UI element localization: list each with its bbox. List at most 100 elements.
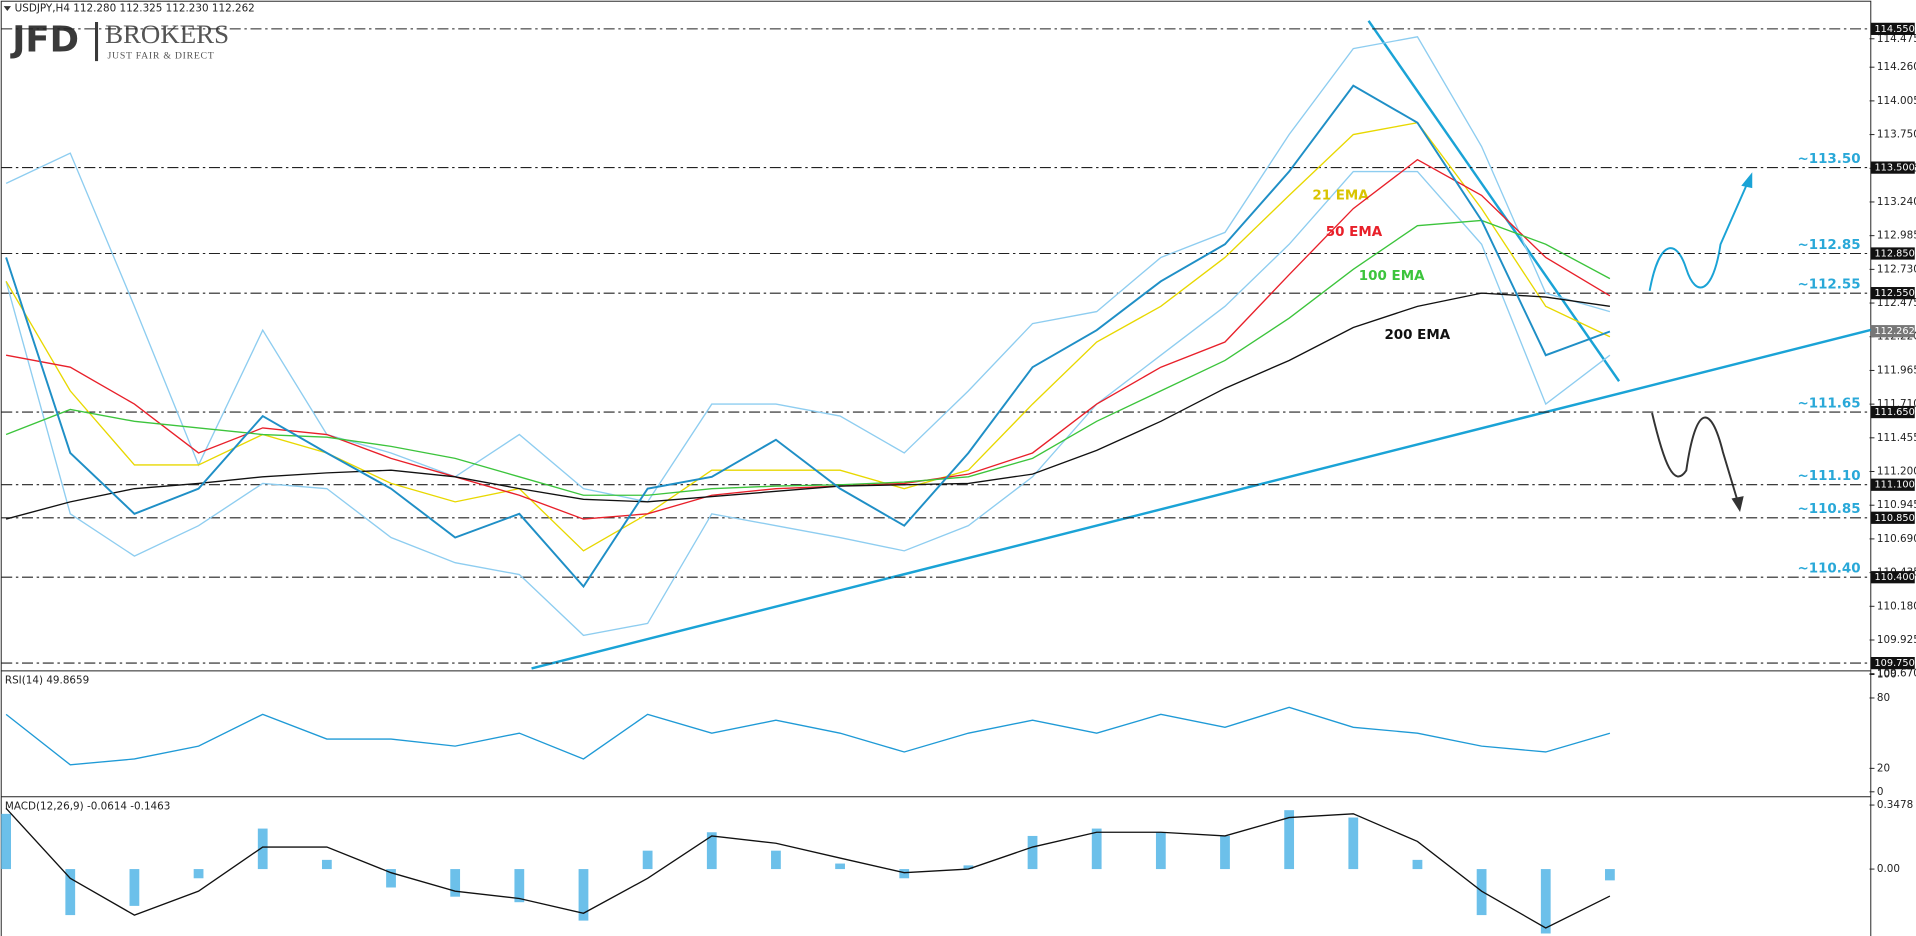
level-box	[1870, 405, 1915, 419]
level-box	[1870, 478, 1915, 491]
histogram-bar	[1412, 859, 1423, 870]
level-annotation: ~112.85	[1797, 238, 1860, 253]
series-line	[5, 219, 1611, 496]
level-label: 109.750	[1874, 658, 1914, 669]
histogram-bar	[65, 869, 76, 916]
last-price-label: 112.262	[1874, 326, 1914, 337]
level-annotation: ~112.55	[1797, 278, 1860, 293]
histogram-bar	[1155, 832, 1166, 870]
logo-name: JFD	[10, 20, 79, 61]
y-tick-label: 100	[1877, 669, 1897, 681]
y-tick-label: 0.00	[1877, 863, 1900, 875]
histogram-bar	[1540, 869, 1551, 934]
histogram-bar	[193, 869, 204, 879]
level-annotation: ~110.85	[1797, 502, 1860, 517]
menu-icon	[3, 6, 11, 11]
level-box	[1870, 571, 1915, 584]
level-annotation: ~110.40	[1797, 562, 1860, 577]
level-box	[1870, 287, 1915, 300]
histogram-bar	[450, 869, 461, 897]
y-tick-label: 111.710	[1877, 398, 1916, 410]
histogram-bar	[771, 850, 781, 870]
y-tick-label: 111.200	[1877, 466, 1916, 478]
level-annotation: ~111.65	[1797, 397, 1860, 412]
level-box	[1870, 511, 1915, 524]
histogram-bar	[1605, 869, 1615, 881]
y-tick-label: 114.475	[1877, 33, 1916, 45]
series-line	[5, 121, 1611, 552]
series-label: 100 EMA	[1359, 269, 1425, 284]
level-annotation: ~111.10	[1797, 469, 1860, 484]
y-tick-label: 113.240	[1877, 196, 1916, 208]
histogram-bar	[1, 813, 11, 870]
histogram-bar	[1027, 835, 1038, 870]
level-label: 110.850	[1874, 513, 1914, 524]
level-label: 113.500	[1874, 163, 1914, 174]
y-tick-label: 113.750	[1877, 129, 1916, 141]
macd-title: MACD(12,26,9) -0.0614 -0.1463	[5, 800, 170, 812]
histogram-bar	[835, 863, 845, 870]
symbol: USDJPY,H4	[15, 3, 71, 15]
level-label: 111.100	[1874, 480, 1914, 491]
histogram-bar	[1220, 835, 1230, 870]
rsi-title: RSI(14) 49.8659	[5, 675, 89, 687]
level-box	[1870, 22, 1915, 35]
logo-brand: BROKERS	[105, 19, 229, 49]
last-price-box	[1870, 325, 1915, 338]
y-tick-label: 112.475	[1877, 297, 1916, 309]
level-label: 111.650	[1874, 407, 1914, 418]
frame	[0, 0, 1872, 936]
histogram-bar	[1091, 828, 1102, 870]
y-tick-label: 80	[1877, 692, 1890, 704]
arrow-head	[1741, 172, 1753, 189]
series-label: 200 EMA	[1384, 328, 1450, 343]
histogram-bar	[386, 869, 396, 888]
level-box	[1870, 657, 1915, 670]
y-tick-label: 0.3478	[1877, 799, 1913, 811]
series-line	[5, 170, 1611, 637]
bullish-arrow	[1648, 182, 1749, 291]
level-label: 114.550	[1874, 24, 1914, 35]
histogram-bar	[321, 859, 332, 870]
series-line	[5, 706, 1611, 766]
arrow-head	[1731, 496, 1744, 512]
histogram-bar	[642, 850, 653, 870]
y-tick-label: 111.455	[1877, 432, 1916, 444]
y-tick-label: 110.945	[1877, 499, 1916, 511]
level-box	[1870, 161, 1915, 174]
histogram-bar	[899, 869, 910, 879]
level-label: 110.400	[1874, 572, 1914, 583]
level-annotation: ~113.50	[1797, 152, 1860, 167]
y-tick-label: 112.730	[1877, 263, 1916, 275]
y-tick-label: 0	[1877, 786, 1884, 798]
y-tick-label: 109.670	[1877, 668, 1916, 680]
histogram-bar	[257, 828, 268, 870]
histogram-bar	[578, 869, 589, 921]
support-trendline	[531, 328, 1872, 670]
y-tick-label: 109.925	[1877, 634, 1916, 646]
histogram-bar	[1348, 817, 1359, 870]
series-line	[5, 807, 1611, 929]
series-label: 50 EMA	[1326, 225, 1383, 240]
series-line	[5, 36, 1611, 503]
y-tick-label: 111.965	[1877, 364, 1916, 376]
y-tick-label: 110.690	[1877, 533, 1916, 545]
histogram-bar	[963, 865, 974, 870]
histogram-bar	[706, 832, 717, 870]
y-tick-label: 110.180	[1877, 600, 1916, 612]
y-tick-label: 114.260	[1877, 61, 1916, 73]
level-label: 112.850	[1874, 248, 1914, 259]
histogram-bar	[129, 869, 140, 906]
y-tick-label: 20	[1877, 762, 1890, 774]
y-tick-label: 114.005	[1877, 95, 1916, 107]
ohlc: 112.280 112.325 112.230 112.262	[73, 3, 255, 15]
histogram-bar	[1476, 869, 1487, 916]
y-tick-label: 112.985	[1877, 230, 1916, 242]
level-box	[1870, 247, 1915, 260]
series-label: 21 EMA	[1312, 189, 1369, 204]
series-line	[5, 292, 1611, 520]
series-line	[5, 158, 1611, 520]
level-label: 112.550	[1874, 288, 1914, 299]
